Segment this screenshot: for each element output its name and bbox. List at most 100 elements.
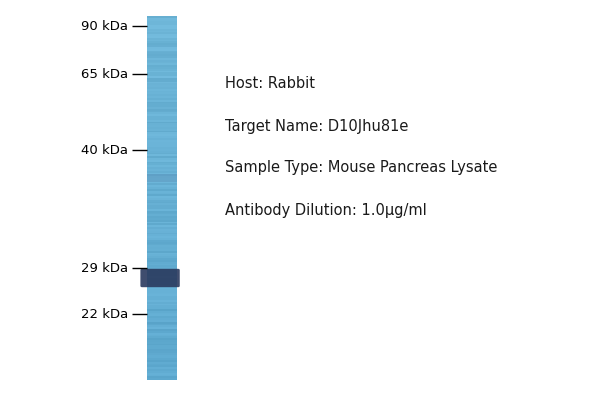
Bar	[147, 263, 177, 265]
Bar	[147, 145, 177, 147]
Bar	[147, 283, 177, 285]
Bar	[147, 345, 177, 347]
Bar	[147, 23, 177, 25]
Bar	[147, 143, 177, 145]
Bar	[147, 330, 177, 333]
Bar	[147, 18, 177, 20]
Bar	[147, 50, 177, 52]
Bar	[147, 334, 177, 336]
Bar	[147, 290, 177, 293]
Bar	[147, 223, 177, 225]
Bar	[147, 352, 177, 354]
Bar	[147, 360, 177, 362]
Bar	[147, 58, 177, 60]
Bar	[147, 141, 177, 144]
Bar	[147, 228, 177, 231]
Bar	[147, 374, 177, 376]
Bar	[147, 296, 177, 298]
Bar	[147, 265, 177, 267]
Bar	[147, 63, 177, 65]
Bar	[147, 172, 177, 174]
Bar	[147, 39, 177, 42]
Bar	[147, 254, 177, 256]
Bar	[147, 300, 177, 302]
Bar	[147, 38, 177, 40]
Bar	[147, 190, 177, 192]
Bar	[147, 70, 177, 72]
Bar	[147, 185, 177, 187]
Bar	[147, 83, 177, 85]
Bar	[147, 285, 177, 287]
Bar	[147, 130, 177, 132]
Bar	[147, 245, 177, 247]
Bar	[147, 54, 177, 56]
Bar	[147, 208, 177, 211]
Bar	[147, 332, 177, 334]
Bar	[147, 338, 177, 340]
Bar	[147, 16, 177, 18]
Bar	[147, 114, 177, 116]
Text: 90 kDa: 90 kDa	[81, 20, 128, 32]
Bar	[147, 227, 177, 229]
Bar	[147, 74, 177, 76]
Bar	[147, 194, 177, 196]
Bar	[147, 156, 177, 158]
Bar	[147, 21, 177, 23]
Bar	[147, 210, 177, 212]
Bar	[147, 76, 177, 78]
Bar	[147, 243, 177, 245]
Bar	[147, 200, 177, 202]
Bar	[147, 247, 177, 249]
Bar	[147, 152, 177, 154]
Bar	[147, 108, 177, 111]
Bar	[147, 323, 177, 326]
Bar	[147, 90, 177, 92]
Bar	[147, 139, 177, 142]
Bar	[147, 292, 177, 294]
Bar	[147, 309, 177, 311]
Bar	[147, 158, 177, 160]
Bar	[147, 134, 177, 136]
Bar	[147, 150, 177, 152]
Bar	[147, 221, 177, 224]
Bar	[147, 363, 177, 366]
Bar	[147, 86, 177, 89]
Bar	[147, 19, 177, 22]
Bar	[147, 65, 177, 67]
Bar	[147, 198, 177, 200]
Bar	[147, 321, 177, 324]
Bar	[147, 278, 177, 280]
Bar	[147, 261, 177, 264]
Bar	[147, 127, 177, 129]
Bar	[147, 287, 177, 289]
Bar	[147, 358, 177, 360]
Bar	[147, 110, 177, 112]
Bar	[147, 174, 177, 176]
Bar	[147, 119, 177, 122]
Text: 22 kDa: 22 kDa	[80, 308, 128, 320]
Bar	[147, 94, 177, 96]
Bar	[147, 81, 177, 83]
Bar	[147, 225, 177, 227]
Bar	[147, 218, 177, 220]
Bar	[147, 192, 177, 194]
Bar	[147, 106, 177, 109]
Bar	[147, 188, 177, 191]
Bar	[147, 298, 177, 300]
Bar	[147, 241, 177, 244]
Bar	[147, 148, 177, 151]
Bar	[147, 154, 177, 156]
Bar	[147, 125, 177, 127]
Bar	[147, 294, 177, 296]
Bar	[147, 336, 177, 338]
Bar	[147, 268, 177, 271]
Bar	[147, 79, 177, 82]
Bar	[147, 240, 177, 242]
Bar	[147, 238, 177, 240]
Bar	[147, 281, 177, 284]
Bar	[147, 347, 177, 349]
Bar	[147, 167, 177, 169]
Bar	[147, 30, 177, 32]
Bar	[147, 52, 177, 54]
Bar	[147, 165, 177, 167]
